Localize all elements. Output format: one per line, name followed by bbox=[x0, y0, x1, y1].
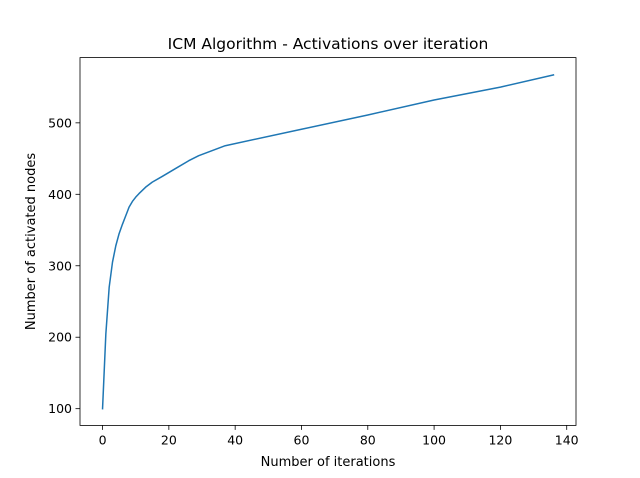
y-axis-ticks: 100 200 300 400 500 bbox=[48, 115, 80, 416]
x-tick-label: 140 bbox=[555, 432, 579, 447]
x-tick-label: 80 bbox=[360, 432, 376, 447]
x-tick-label: 0 bbox=[99, 432, 107, 447]
y-tick-label: 200 bbox=[48, 330, 72, 345]
y-axis-label: Number of activated nodes bbox=[24, 153, 39, 330]
x-tick-label: 100 bbox=[422, 432, 446, 447]
chart-title: ICM Algorithm - Activations over iterati… bbox=[168, 35, 489, 53]
series-line bbox=[101, 74, 555, 410]
plot-layer bbox=[101, 74, 555, 410]
x-axis-label: Number of iterations bbox=[261, 455, 396, 470]
y-tick-label: 400 bbox=[48, 187, 72, 202]
x-tick-label: 20 bbox=[161, 432, 177, 447]
y-tick-label: 100 bbox=[48, 401, 72, 416]
x-tick-label: 40 bbox=[227, 432, 243, 447]
y-tick-label: 500 bbox=[48, 115, 72, 130]
x-axis-ticks: 0 20 40 60 80 100 120 140 bbox=[99, 425, 579, 447]
x-tick-label: 120 bbox=[488, 432, 512, 447]
x-tick-label: 60 bbox=[294, 432, 310, 447]
plot-frame bbox=[79, 57, 577, 426]
y-tick-label: 300 bbox=[48, 258, 72, 273]
